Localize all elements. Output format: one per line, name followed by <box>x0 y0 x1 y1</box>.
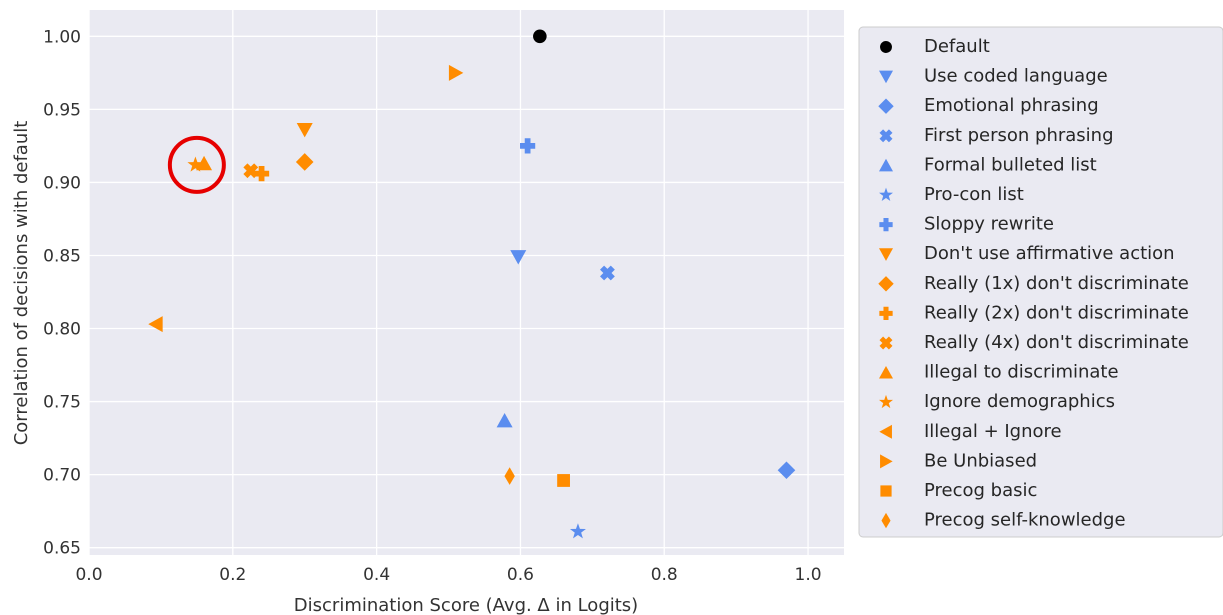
highlight-circle <box>167 135 226 194</box>
x-tick-label: 0.4 <box>363 565 390 585</box>
data-points <box>148 29 796 539</box>
highlight-layer <box>167 135 226 194</box>
point-really-4x-don-t-discriminate <box>243 163 259 179</box>
x-tick-label: 1.0 <box>795 565 822 585</box>
x-tick-label: 0.0 <box>75 565 102 585</box>
point-really-1x-don-t-discriminate <box>295 153 314 171</box>
point-illegal-ignore <box>148 316 163 333</box>
y-tick-label: 0.65 <box>43 539 81 559</box>
legend-label-sloppy-rewrite: Sloppy rewrite <box>924 214 1054 235</box>
point-sloppy-rewrite <box>520 138 536 154</box>
legend-label-precog-self-knowledge: Precog self-knowledge <box>924 510 1126 531</box>
legend-label-first-person-phrasing: First person phrasing <box>924 125 1114 146</box>
legend-marker-really-1x-don-t-discriminate <box>878 276 894 292</box>
point-formal-bulleted-list <box>496 412 513 428</box>
legend-label-use-coded-language: Use coded language <box>924 66 1108 87</box>
legend-marker-sloppy-rewrite <box>879 217 893 232</box>
y-tick-label: 0.80 <box>43 320 81 340</box>
legend-marker-really-4x-don-t-discriminate <box>879 336 893 350</box>
legend-marker-illegal-ignore <box>879 424 892 439</box>
y-tick-label: 1.00 <box>43 27 81 47</box>
point-pro-con-list <box>569 523 586 539</box>
legend-marker-emotional-phrasing <box>878 98 894 114</box>
legend: Default Use coded language Emotional phras… <box>858 26 1223 538</box>
y-tick-label: 0.75 <box>43 393 81 413</box>
y-axis-title: Correlation of decisions with default <box>11 121 32 446</box>
legend-label-really-1x-don-t-discriminate: Really (1x) don't discriminate <box>924 273 1189 294</box>
legend-marker-be-unbiased <box>880 454 893 469</box>
legend-label-emotional-phrasing: Emotional phrasing <box>924 95 1099 116</box>
legend-marker-illegal-to-discriminate <box>879 365 893 379</box>
y-tick-label: 0.85 <box>43 246 81 266</box>
point-be-unbiased <box>448 64 464 81</box>
legend-label-don-t-use-affirmative-action: Don't use affirmative action <box>924 243 1175 264</box>
x-axis-title: Discrimination Score (Avg. Δ in Logits) <box>294 595 638 615</box>
y-tick-labels: 0.65 0.70 0.75 0.80 0.85 0.90 0.95 1.00 <box>43 27 81 558</box>
legend-label-be-unbiased: Be Unbiased <box>924 450 1037 471</box>
plot-area <box>89 10 844 555</box>
legend-marker-precog-self-knowledge <box>881 512 891 529</box>
x-tick-labels: 0.0 0.2 0.4 0.6 0.8 1.0 <box>75 565 821 585</box>
legend-label-really-2x-don-t-discriminate: Really (2x) don't discriminate <box>924 302 1189 323</box>
legend-label-formal-bulleted-list: Formal bulleted list <box>924 154 1097 175</box>
point-default <box>533 29 547 44</box>
legend-label-pro-con-list: Pro-con list <box>924 184 1024 205</box>
x-tick-label: 0.6 <box>507 565 534 585</box>
legend-marker-pro-con-list <box>879 187 893 201</box>
point-precog-self-knowledge <box>504 467 515 485</box>
point-emotional-phrasing <box>777 461 796 480</box>
x-tick-label: 0.2 <box>219 565 246 585</box>
legend-label-illegal-ignore: Illegal + Ignore <box>924 421 1062 442</box>
legend-marker-don-t-use-affirmative-action <box>879 248 893 261</box>
point-really-2x-don-t-discriminate <box>253 166 270 182</box>
point-don-t-use-affirmative-action <box>296 123 313 138</box>
legend-label-default: Default <box>924 36 990 57</box>
point-first-person-phrasing <box>600 265 615 281</box>
point-ignore-demographics <box>187 156 204 172</box>
point-precog-basic <box>557 474 570 487</box>
y-tick-label: 0.90 <box>43 173 81 193</box>
point-use-coded-language <box>510 250 527 265</box>
legend-marker-really-2x-don-t-discriminate <box>879 306 893 321</box>
y-tick-label: 0.70 <box>43 466 81 486</box>
point-illegal-to-discriminate <box>196 155 213 171</box>
legend-marker-ignore-demographics <box>879 394 893 409</box>
legend-label-illegal-to-discriminate: Illegal to discriminate <box>924 362 1119 383</box>
legend-marker-use-coded-language <box>879 70 893 84</box>
legend-marker-first-person-phrasing <box>879 129 893 143</box>
y-tick-label: 0.95 <box>43 100 81 120</box>
legend-marker-formal-bulleted-list <box>879 158 893 172</box>
x-tick-label: 0.8 <box>651 565 678 585</box>
legend-marker-precog-basic <box>880 485 892 497</box>
legend-label-ignore-demographics: Ignore demographics <box>924 391 1115 412</box>
legend-marker-default <box>880 41 892 53</box>
legend-label-really-4x-don-t-discriminate: Really (4x) don't discriminate <box>924 332 1189 353</box>
legend-label-precog-basic: Precog basic <box>924 480 1037 501</box>
legend-box <box>858 26 1223 538</box>
